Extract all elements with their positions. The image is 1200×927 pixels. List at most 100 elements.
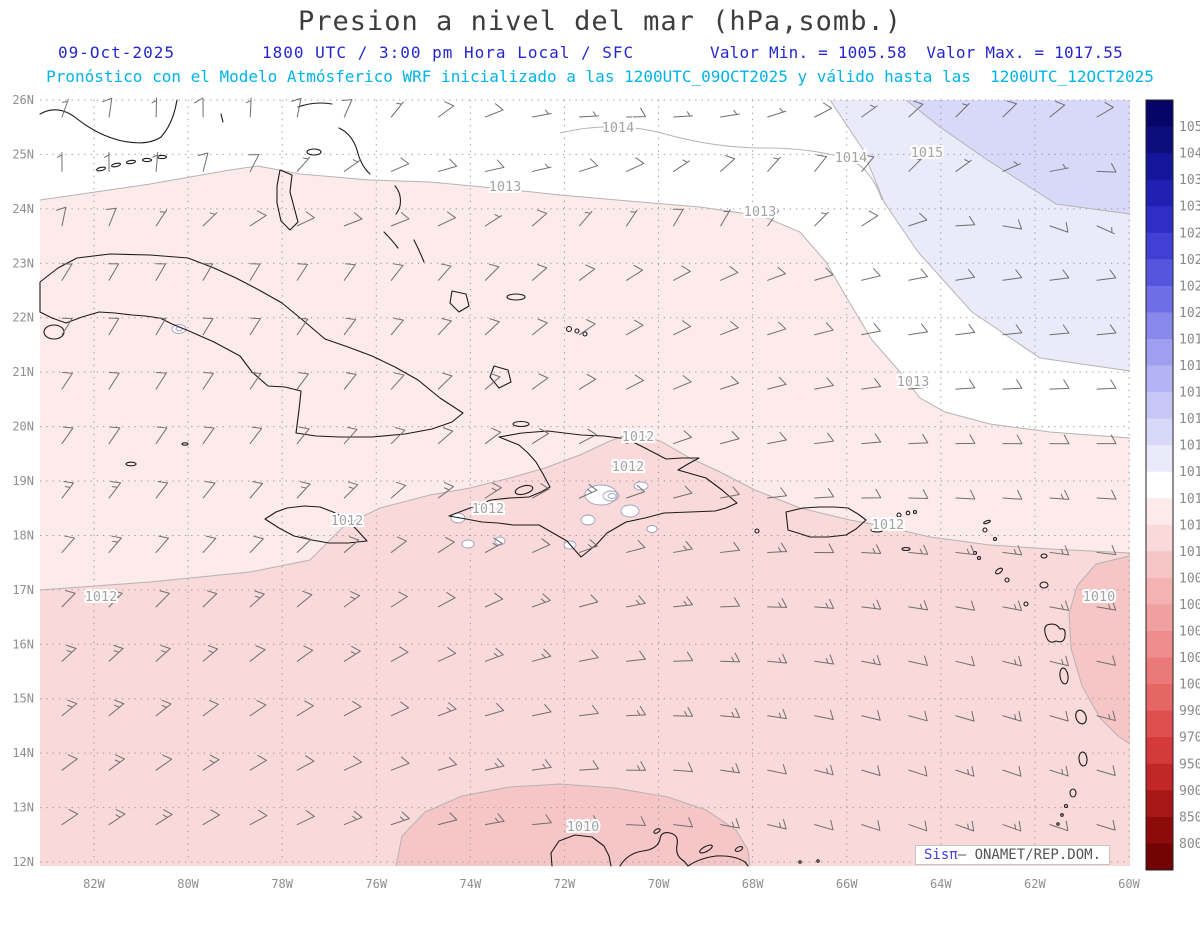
wind-barb-icon (108, 754, 125, 771)
wind-barb-icon (955, 489, 976, 500)
colorbar-cell (1146, 285, 1173, 313)
contour-label: 1010 (1083, 589, 1116, 605)
wind-barb-icon (437, 647, 457, 662)
colorbar-cell (1146, 631, 1173, 659)
wind-barb-icon (955, 545, 976, 556)
wind-barb-icon (767, 376, 787, 390)
lon-axis-label: 60W (1118, 877, 1140, 891)
wind-barb-icon (296, 317, 309, 336)
colorbar-cell (1146, 179, 1173, 207)
low-cell (580, 514, 596, 526)
wind-barb-icon (908, 157, 923, 172)
low-cell (461, 539, 475, 549)
wind-barb-icon (578, 373, 597, 390)
wind-barb-icon (578, 815, 599, 826)
wind-barb-icon (390, 317, 404, 336)
wind-barb-icon (61, 317, 73, 336)
wind-barb-icon (484, 482, 502, 499)
wind-barb-icon (437, 211, 457, 227)
wind-barb-icon (1049, 379, 1070, 390)
colorbar-label: 1002 (1179, 651, 1200, 666)
wind-barb-icon (155, 535, 170, 553)
wind-barb-icon (578, 649, 599, 662)
colorbar-cell (1146, 498, 1173, 526)
colorbar-cell (1146, 657, 1173, 685)
wind-barb-icon (767, 487, 788, 499)
wind-barb-icon (531, 163, 552, 172)
wind-barb-icon (61, 535, 75, 553)
colorbar-cell (1146, 365, 1173, 393)
lat-axis-label: 23N (12, 256, 34, 270)
wind-barb-icon (720, 597, 741, 608)
colorbar-label: 1014 (1179, 465, 1200, 480)
wind-barb-icon (1096, 489, 1117, 500)
wind-barb-icon (343, 536, 360, 553)
wind-barb-icon (673, 817, 693, 828)
wind-barb-icon (814, 154, 828, 172)
low-cell (646, 525, 658, 533)
wind-barb-icon (861, 820, 881, 831)
wind-barb-icon (626, 157, 645, 172)
colorbar-cell (1146, 418, 1173, 446)
wind-barb-icon (908, 710, 928, 722)
contour-1015 (905, 99, 1131, 215)
wind-barb-icon (484, 647, 504, 662)
colorbar-label: 950 (1179, 757, 1200, 772)
wind-barb-icon (1096, 101, 1114, 118)
wind-barb-icon (908, 323, 929, 336)
wind-barb-icon (390, 212, 410, 227)
wind-barb-icon (390, 263, 404, 281)
wind-barb-icon (248, 154, 260, 172)
wind-barb-icon (1049, 324, 1070, 336)
coastline-bimini (220, 113, 224, 123)
wind-barb-icon (531, 483, 550, 499)
lat-axis-label: 17N (12, 583, 34, 597)
wind-barb-icon (343, 159, 361, 172)
wind-barb-icon (1049, 600, 1070, 611)
wind-barb-icon (108, 535, 122, 553)
colorbar-label: 1035 (1179, 173, 1200, 188)
wind-barb-icon (296, 481, 311, 499)
low-cell (620, 504, 640, 518)
wind-barb-icon (861, 655, 881, 666)
contour-1014-inner (559, 126, 883, 201)
wind-barb-icon (249, 590, 265, 608)
wind-barb-icon (626, 816, 647, 827)
lon-axis-label: 68W (742, 877, 764, 891)
wind-barb-icon (861, 154, 875, 172)
wind-barb-icon (1096, 162, 1117, 173)
lat-axis-label: 22N (12, 311, 34, 325)
wind-barb-icon (673, 596, 693, 608)
contour-label: 1012 (472, 501, 505, 517)
wind-barb-icon (437, 263, 452, 281)
coastline-tortuga (512, 420, 530, 428)
low-cell (171, 324, 187, 334)
wind-barb-icon (1002, 434, 1023, 445)
wind-barb-icon (437, 482, 455, 499)
wind-barb-icon (155, 209, 168, 227)
low-cell (584, 484, 618, 506)
forecast-date: 09-Oct-2025 (58, 43, 175, 62)
wind-barb-icon (767, 708, 787, 720)
wind-barb-icon (296, 211, 315, 227)
wind-barb-icon (108, 426, 121, 445)
contour-1010-south (395, 783, 751, 867)
contour-1012 (39, 432, 1131, 591)
wind-barb-icon (484, 372, 501, 390)
wind-barb-icon (484, 592, 504, 608)
pressure-region-1015-1016 (906, 100, 1130, 214)
wind-barb-icon (202, 317, 214, 336)
wind-barb-icon (720, 209, 731, 227)
wind-barb-icon (343, 645, 361, 662)
wind-barb-icon (1049, 100, 1066, 118)
wind-barb-icon (155, 426, 168, 445)
contour-1013 (39, 165, 1131, 439)
wind-barb-icon (908, 268, 928, 281)
coastline-florida (39, 99, 178, 144)
wind-barb-icon (626, 429, 645, 445)
lat-axis-label: 13N (12, 801, 34, 815)
wind-barb-icon (1096, 379, 1117, 390)
wind-barb-icon (1049, 765, 1069, 777)
lat-axis-label: 14N (12, 746, 34, 760)
wind-barb-icon (202, 535, 217, 553)
